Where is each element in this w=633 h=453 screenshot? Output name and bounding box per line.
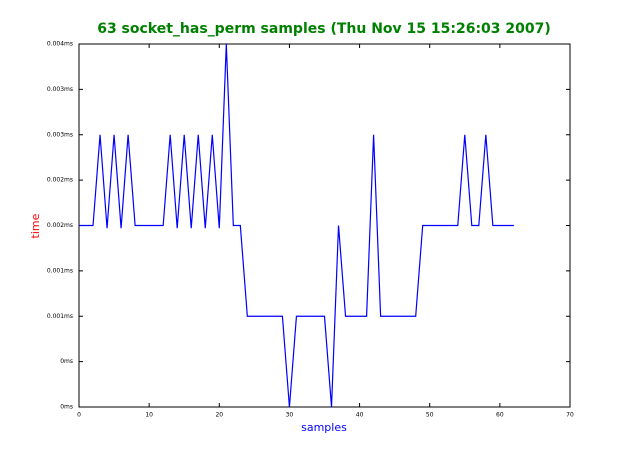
y-tick-label: 0.001ms xyxy=(47,313,73,320)
x-tick-label: 0 xyxy=(77,412,81,419)
y-axis-label: time xyxy=(29,213,42,238)
data-line xyxy=(79,43,514,408)
x-tick-label: 70 xyxy=(566,412,574,419)
x-tick-label: 30 xyxy=(286,412,294,419)
y-tick-label: 0.002ms xyxy=(47,222,73,229)
y-tick-label: 0.004ms xyxy=(47,41,73,48)
x-axis-label: samples xyxy=(301,421,347,434)
y-tick-label: 0ms xyxy=(60,404,73,411)
y-tick-label: 0.003ms xyxy=(47,131,73,138)
chart-title: 63 socket_has_perm samples (Thu Nov 15 1… xyxy=(97,21,551,37)
x-tick-label: 10 xyxy=(145,412,153,419)
x-tick-label: 40 xyxy=(356,412,364,419)
y-tick-label: 0.001ms xyxy=(47,267,73,274)
x-tick-label: 50 xyxy=(426,412,434,419)
x-tick-label: 60 xyxy=(496,412,504,419)
y-tick-label: 0ms xyxy=(60,358,73,365)
y-tick-label: 0.003ms xyxy=(47,86,73,93)
y-tick-label: 0.002ms xyxy=(47,177,73,184)
x-tick-label: 20 xyxy=(215,412,223,419)
